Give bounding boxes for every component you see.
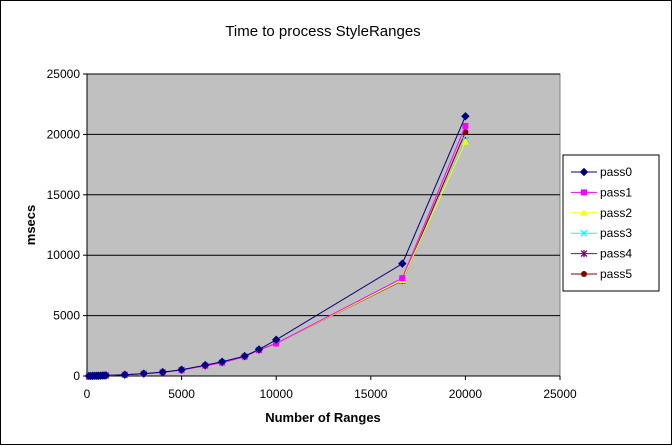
legend-label-pass3: pass3 xyxy=(600,226,632,240)
y-tick-label: 10000 xyxy=(47,248,81,262)
x-tick-label: 20000 xyxy=(449,387,483,401)
legend-item-pass1: pass1 xyxy=(571,185,632,199)
gridlines xyxy=(87,73,560,317)
y-tick-label: 5000 xyxy=(53,309,80,323)
x-tick-label: 5000 xyxy=(168,387,195,401)
legend-item-pass4: pass4 xyxy=(571,247,632,261)
data-point-pass0 xyxy=(158,367,167,377)
legend-label-pass5: pass5 xyxy=(600,267,632,281)
legend-item-pass0: pass0 xyxy=(571,165,632,179)
x-tick-label: 15000 xyxy=(354,387,388,401)
legend-marker-pass5 xyxy=(581,271,587,277)
series-pass0 xyxy=(84,112,470,381)
data-point-pass0 xyxy=(120,370,130,379)
legend-item-pass2: pass2 xyxy=(571,206,632,220)
data-point-pass0 xyxy=(177,365,186,374)
x-tick-label: 0 xyxy=(84,387,91,401)
chart-title: Time to process StyleRanges xyxy=(225,23,420,40)
x-tick-label: 25000 xyxy=(543,387,577,401)
legend-marker-pass4 xyxy=(580,250,588,258)
legend: pass0 pass1 pass2 pass3 pass4 pass5 xyxy=(562,154,660,292)
axes xyxy=(86,74,560,377)
y-tick-label: 25000 xyxy=(47,67,81,81)
data-point-pass0 xyxy=(101,371,111,380)
y-axis-label: msecs xyxy=(23,205,38,245)
legend-label-pass2: pass2 xyxy=(600,206,632,220)
x-tick-label: 10000 xyxy=(260,387,294,401)
legend-label-pass1: pass1 xyxy=(600,185,632,199)
legend-marker-pass2 xyxy=(580,209,588,216)
data-point-pass0 xyxy=(217,357,227,366)
legend-marker-pass3 xyxy=(580,229,588,237)
data-point-pass1 xyxy=(399,275,406,282)
legend-marker-pass0 xyxy=(579,167,589,177)
data-point-pass1 xyxy=(462,122,469,129)
plot-area xyxy=(86,73,561,377)
series-lines xyxy=(84,112,470,381)
legend-label-pass4: pass4 xyxy=(600,247,632,261)
data-point-pass0 xyxy=(461,112,470,121)
tick-labels: 0 5000 10000 15000 20000 25000 0 5000 10000 15000… xyxy=(47,67,577,401)
legend-item-pass3: pass3 xyxy=(571,226,632,240)
data-point-pass2 xyxy=(461,138,469,145)
legend-marker-pass1 xyxy=(581,189,587,196)
data-point-pass0 xyxy=(398,259,407,268)
legend-box xyxy=(562,154,660,292)
legend-item-pass5: pass5 xyxy=(571,267,632,281)
data-point-pass0 xyxy=(201,360,210,370)
data-point-pass0 xyxy=(139,369,148,378)
x-axis-label: Number of Ranges xyxy=(265,410,381,425)
data-point-pass0 xyxy=(240,351,249,361)
legend-label-pass0: pass0 xyxy=(600,165,632,179)
y-tick-label: 15000 xyxy=(47,188,81,202)
data-point-pass0 xyxy=(271,335,281,344)
data-point-pass0 xyxy=(254,345,264,354)
y-tick-label: 0 xyxy=(73,369,80,383)
y-tick-label: 20000 xyxy=(47,127,81,141)
